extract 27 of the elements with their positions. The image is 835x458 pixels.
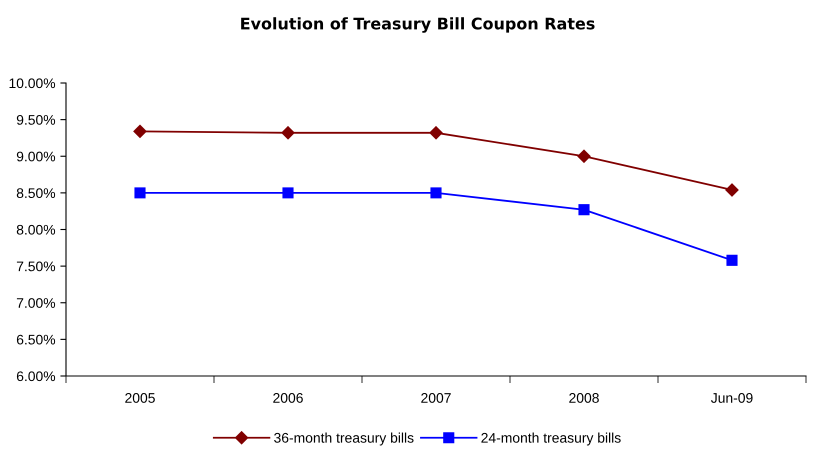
x-tick-label: Jun-09 [710,393,753,403]
y-tick-label: 6.00% [16,371,56,382]
y-tick-label: 6.50% [16,334,56,345]
point [281,126,295,140]
point [429,126,443,140]
x-tick-label: 2007 [421,393,451,403]
point [133,124,147,138]
x-tick-label: 2005 [125,393,155,403]
y-tick-label: 8.00% [16,224,56,235]
y-tick-label: 7.50% [16,261,56,272]
chart-title: Evolution of Treasury Bill Coupon Rates [241,17,595,33]
y-tick-label: 7.00% [16,298,56,308]
point [578,204,590,216]
x-tick-label: 2008 [569,393,599,403]
legend-label: 24-month treasury bills [481,432,621,446]
point [725,183,739,197]
point [726,254,738,266]
point [282,187,294,198]
y-tick-label: 9.00% [16,152,56,162]
legend-label: 36-month treasury bills [274,432,414,446]
point [430,187,442,198]
x-tick-label: 2006 [273,393,303,403]
point [577,150,591,163]
point [134,187,146,198]
y-tick-label: 9.50% [16,114,56,125]
y-tick-label: 8.50% [16,188,56,198]
y-tick-label: 10.00% [10,78,56,88]
